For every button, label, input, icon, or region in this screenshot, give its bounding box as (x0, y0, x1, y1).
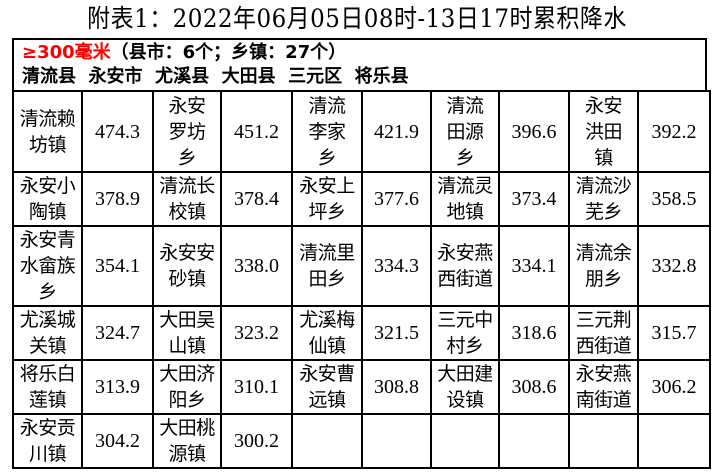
table-row: 永安青 水畲族 乡 354.1 永安安 砂镇 338.0 清流里 田乡 334.3 永安燕 … (12, 225, 711, 307)
table-row: 永安小 陶镇 378.9 清流长 校镇 378.4 永安上 坪乡 377.6 清流灵 地镇 3… (12, 171, 711, 227)
town-name: 大田桃 源镇 (152, 413, 222, 469)
town-name: 三元荆 西街道 (568, 305, 639, 361)
town-name: 清流 李家 乡 (291, 90, 363, 173)
rainfall-value (498, 413, 570, 469)
town-name: 清流沙 芜乡 (568, 171, 639, 227)
town-name: 尤溪梅 仙镇 (291, 305, 363, 361)
town-name: 将乐白 莲镇 (12, 359, 83, 415)
rainfall-value: 377.6 (361, 171, 432, 227)
rainfall-value: 310.1 (220, 359, 293, 415)
summary-line: ≥300毫米（县市：6个；乡镇：27个） (22, 41, 705, 65)
rainfall-value: 306.2 (637, 359, 711, 415)
rainfall-value: 318.6 (498, 305, 570, 361)
county-list: 清流县 永安市 尤溪县 大田县 三元区 将乐县 (22, 66, 409, 87)
rainfall-value: 304.2 (81, 413, 154, 469)
town-name: 三元中 村乡 (430, 305, 500, 361)
rainfall-value (361, 413, 432, 469)
rainfall-value: 334.1 (498, 225, 570, 307)
town-name: 大田济 阳乡 (152, 359, 222, 415)
town-name (568, 413, 639, 469)
rainfall-value: 308.6 (498, 359, 570, 415)
town-name: 清流灵 地镇 (430, 171, 500, 227)
town-name: 永安小 陶镇 (12, 171, 83, 227)
rainfall-value: 334.3 (361, 225, 432, 307)
rainfall-table: 清流赖 坊镇 474.3 永安 罗坊 乡 451.2 清流 李家 乡 421.9 清流 田源… (12, 90, 711, 469)
rainfall-value: 323.2 (220, 305, 293, 361)
rainfall-value: 396.6 (498, 90, 570, 173)
rainfall-value: 324.7 (81, 305, 154, 361)
page-title: 附表1：2022年06月05日08时-13日17时累积降水 (87, 4, 627, 33)
town-name: 永安上 坪乡 (291, 171, 363, 227)
table-row: 清流赖 坊镇 474.3 永安 罗坊 乡 451.2 清流 李家 乡 421.9 清流 田源… (12, 90, 711, 173)
threshold-label: ≥300毫米 (22, 42, 111, 63)
town-name: 清流长 校镇 (152, 171, 222, 227)
town-name: 永安 罗坊 乡 (152, 90, 222, 173)
rainfall-value: 358.5 (637, 171, 711, 227)
town-name: 清流 田源 乡 (430, 90, 500, 173)
rainfall-value: 378.9 (81, 171, 154, 227)
town-name (291, 413, 363, 469)
town-name: 永安燕 西街道 (430, 225, 500, 307)
count-summary: （县市：6个；乡镇：27个） (110, 42, 347, 63)
town-name: 永安 洪田 镇 (568, 90, 639, 173)
rainfall-value: 451.2 (220, 90, 293, 173)
rainfall-value: 378.4 (220, 171, 293, 227)
rainfall-value: 474.3 (81, 90, 154, 173)
rainfall-value: 313.9 (81, 359, 154, 415)
town-name: 大田建 设镇 (430, 359, 500, 415)
rainfall-value: 392.2 (637, 90, 711, 173)
town-name: 尤溪城 关镇 (12, 305, 83, 361)
rainfall-value: 315.7 (637, 305, 711, 361)
town-name: 清流余 朋乡 (568, 225, 639, 307)
town-name: 永安燕 南街道 (568, 359, 639, 415)
rainfall-value: 338.0 (220, 225, 293, 307)
rainfall-value: 354.1 (81, 225, 154, 307)
town-name (430, 413, 500, 469)
rainfall-value (637, 413, 711, 469)
town-name: 清流赖 坊镇 (12, 90, 83, 173)
town-name: 清流里 田乡 (291, 225, 363, 307)
table-row: 尤溪城 关镇 324.7 大田吴 山镇 323.2 尤溪梅 仙镇 321.5 三元中 村乡 3… (12, 305, 711, 361)
town-name: 永安贡 川镇 (12, 413, 83, 469)
table-row: 永安贡 川镇 304.2 大田桃 源镇 300.2 (12, 413, 711, 469)
rainfall-value: 373.4 (498, 171, 570, 227)
summary-header: ≥300毫米（县市：6个；乡镇：27个） 清流县 永安市 尤溪县 大田县 三元区… (12, 38, 707, 90)
rainfall-value: 421.9 (361, 90, 432, 173)
town-name: 永安曹 远镇 (291, 359, 363, 415)
rainfall-value: 308.8 (361, 359, 432, 415)
town-name: 永安安 砂镇 (152, 225, 222, 307)
rainfall-value: 332.8 (637, 225, 711, 307)
table-row: 将乐白 莲镇 313.9 大田济 阳乡 310.1 永安曹 远镇 308.8 大田建 设镇 3… (12, 359, 711, 415)
rainfall-value: 321.5 (361, 305, 432, 361)
town-name: 大田吴 山镇 (152, 305, 222, 361)
town-name: 永安青 水畲族 乡 (12, 225, 83, 307)
rainfall-value: 300.2 (220, 413, 293, 469)
